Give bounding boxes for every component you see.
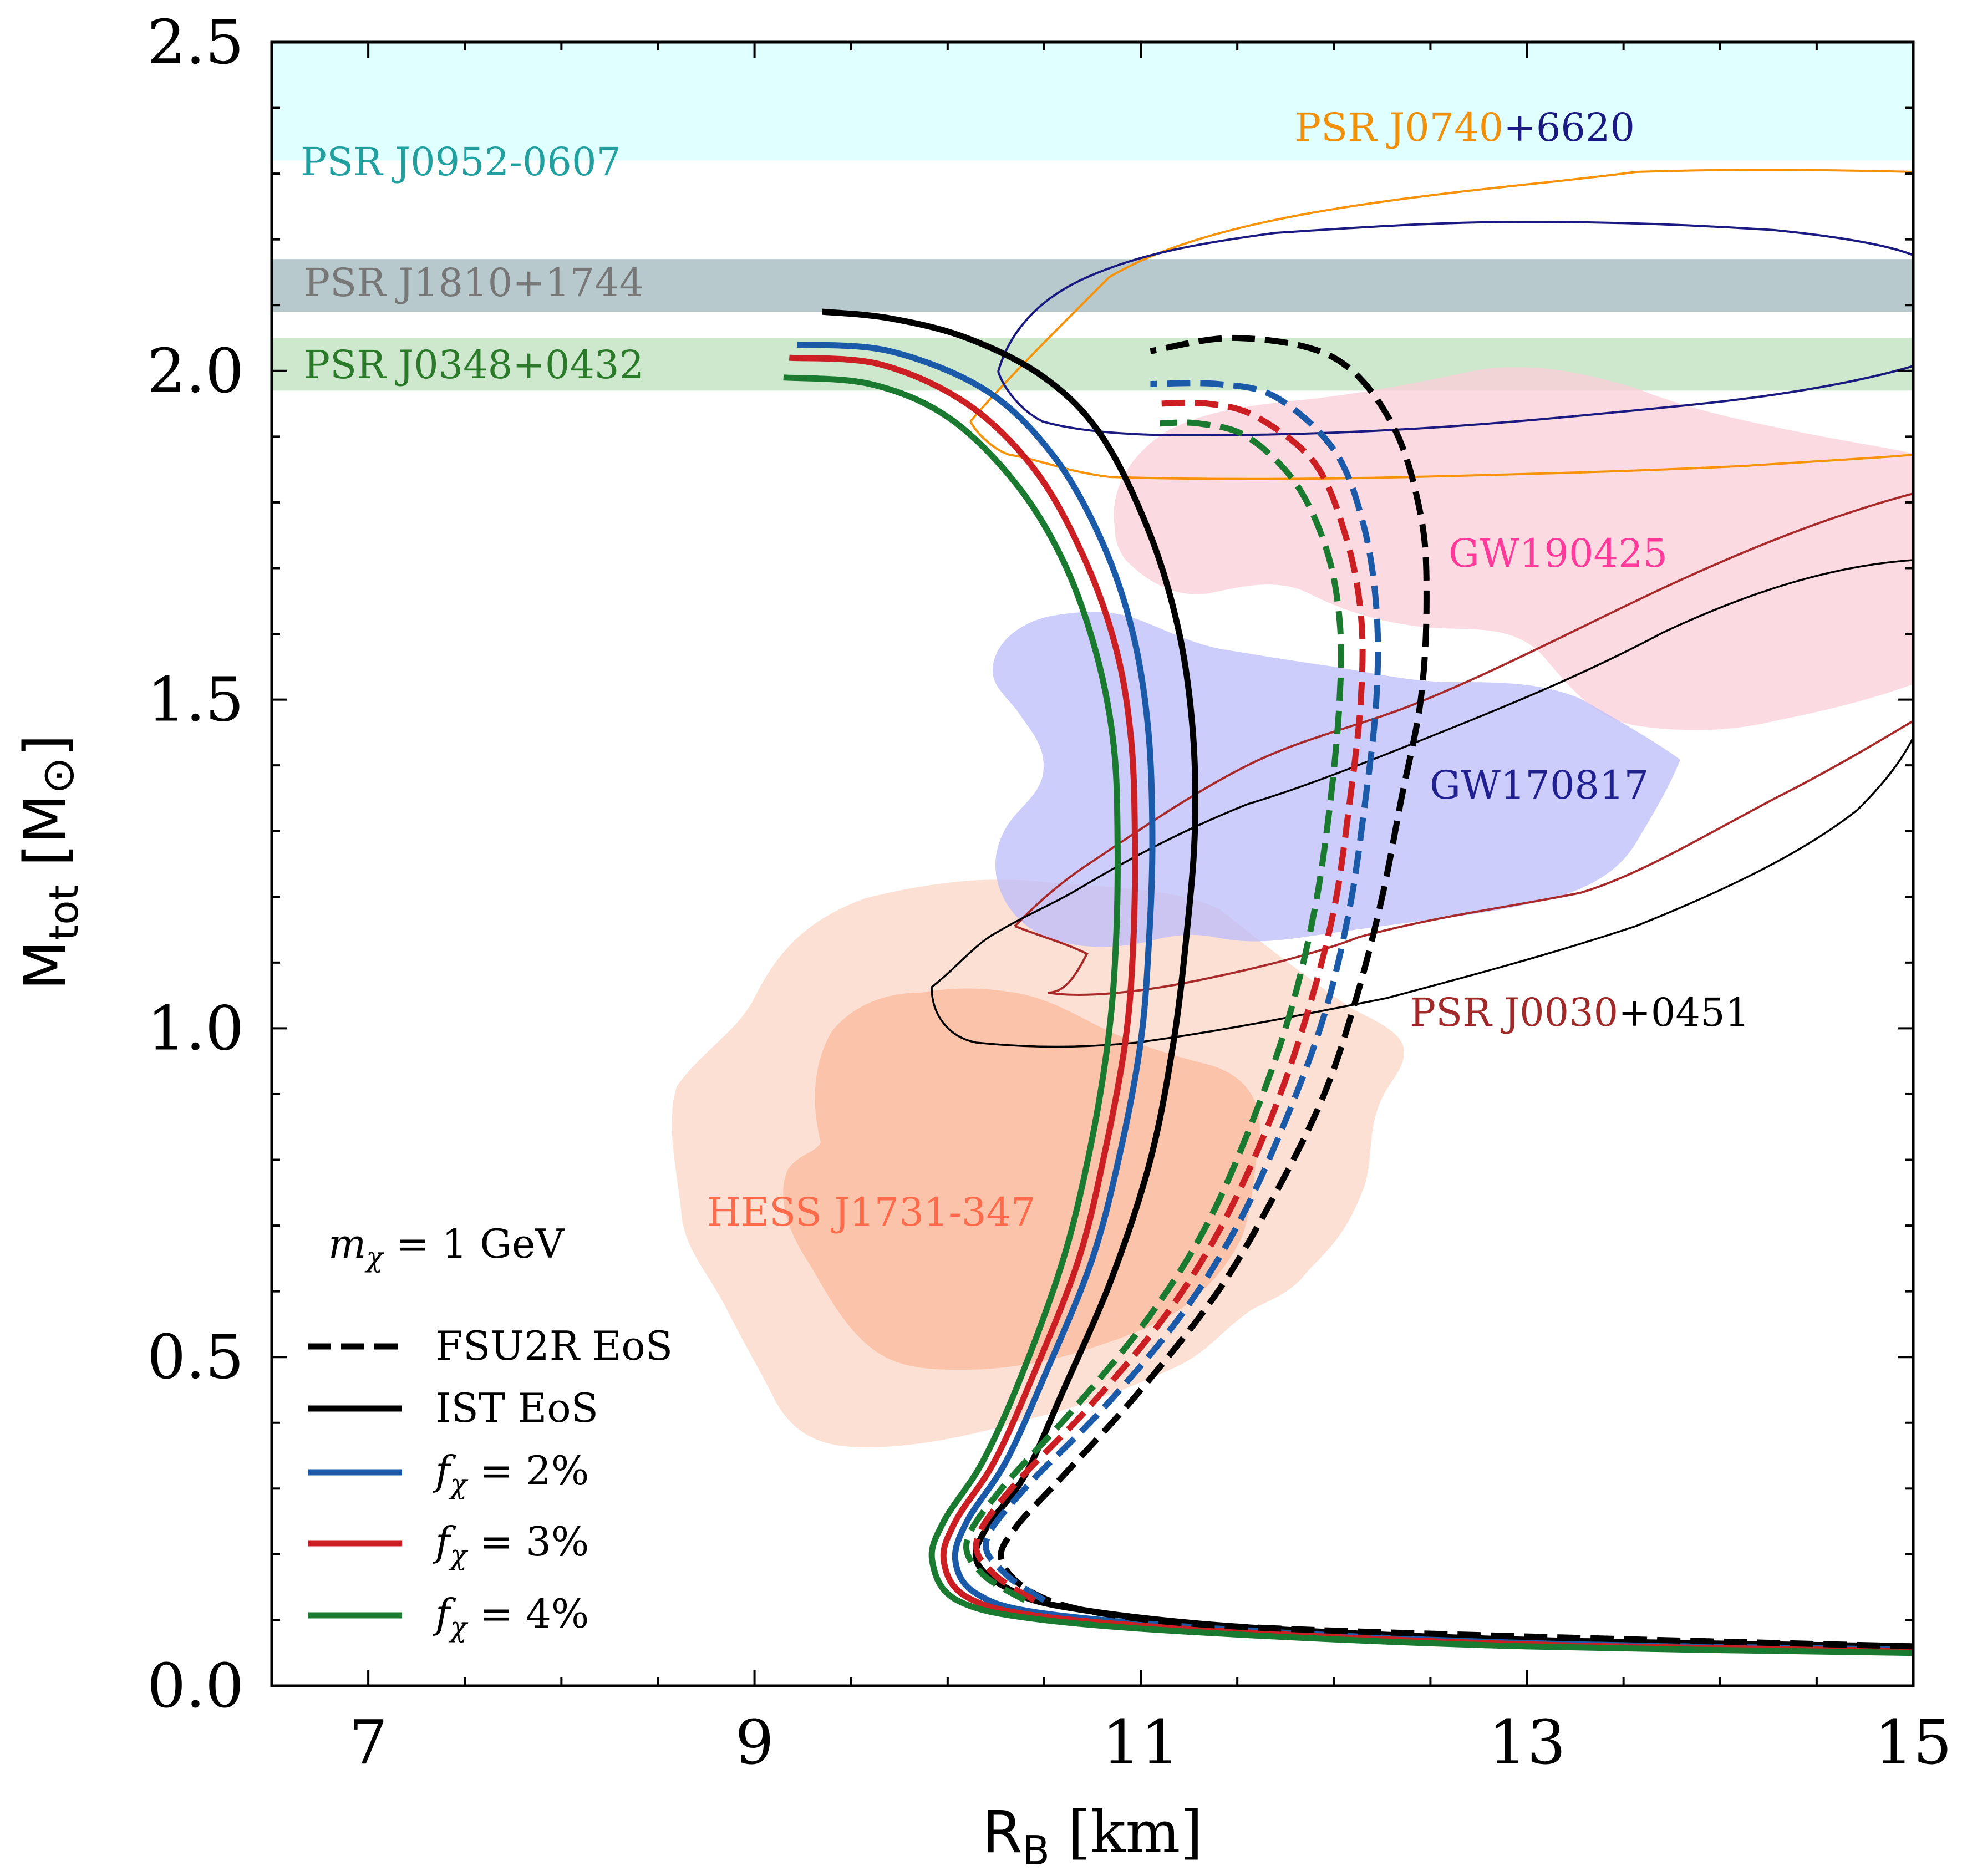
legend-label-f3: fχ = 3% bbox=[433, 1518, 589, 1571]
label-gw170817: GW170817 bbox=[1430, 762, 1649, 808]
legend-label-ist: IST EoS bbox=[435, 1385, 598, 1431]
y-tick-label: 1.5 bbox=[147, 664, 244, 735]
mr-curve-3 bbox=[783, 374, 1913, 1656]
x-tick-labels: 7 9 11 13 15 bbox=[349, 1707, 1952, 1778]
psr-j0740-orange-contour bbox=[969, 169, 1913, 480]
mr-curve-4 bbox=[998, 334, 1913, 1650]
label-psr-j0348: PSR J0348+0432 bbox=[304, 342, 644, 388]
legend-label-fsu2r: FSU2R EoS bbox=[435, 1323, 673, 1369]
label-hess-j1731: HESS J1731-347 bbox=[707, 1189, 1036, 1235]
band-psr-j0348 bbox=[272, 338, 1913, 391]
y-tick-labels: 0.0 0.5 1.0 1.5 2.0 2.5 bbox=[147, 7, 244, 1721]
mr-curve-7 bbox=[963, 419, 1344, 1603]
label-gw190425: GW190425 bbox=[1448, 531, 1668, 576]
psr-j0030-black-contour bbox=[931, 559, 1913, 1048]
gw170817-region bbox=[993, 612, 1680, 947]
x-tick-label: 11 bbox=[1102, 1707, 1180, 1778]
y-tick-label: 0.5 bbox=[147, 1321, 244, 1392]
x-axis-title: RB [km] bbox=[982, 1798, 1203, 1874]
label-psr-j1810: PSR J1810+1744 bbox=[304, 260, 644, 306]
hess-j1731-inner-region bbox=[783, 988, 1260, 1370]
legend: FSU2R EoS IST EoS fχ = 2% fχ = 3% fχ = 4… bbox=[308, 1323, 673, 1643]
plot-frame bbox=[270, 40, 1915, 1687]
legend-label-f2: fχ = 2% bbox=[433, 1447, 589, 1500]
label-psr-j0740: PSR J0740+6620 bbox=[1295, 105, 1635, 150]
mr-curve-6 bbox=[973, 399, 1366, 1603]
band-psr-j0952 bbox=[272, 42, 1913, 161]
y-tick-label: 2.0 bbox=[147, 335, 244, 406]
band-psr-j1810 bbox=[272, 259, 1913, 312]
psr-j0030-red-contour bbox=[1014, 492, 1913, 996]
x-tick-label: 7 bbox=[349, 1707, 388, 1778]
y-tick-label: 1.0 bbox=[147, 993, 244, 1064]
x-tick-label: 13 bbox=[1488, 1707, 1566, 1778]
x-tick-label: 9 bbox=[735, 1707, 774, 1778]
mass-bands bbox=[272, 42, 1913, 391]
y-tick-label: 2.5 bbox=[147, 7, 244, 78]
label-psr-j0952: PSR J0952-0607 bbox=[301, 139, 621, 185]
y-tick-label: 0.0 bbox=[147, 1650, 244, 1721]
legend-label-f4: fχ = 4% bbox=[433, 1590, 589, 1643]
x-tick-label: 15 bbox=[1874, 1707, 1952, 1778]
axis-ticks bbox=[271, 41, 1914, 1687]
y-axis-title: Mtot [M⊙] bbox=[12, 734, 87, 990]
mr-curve-5 bbox=[983, 380, 1381, 1603]
dm-mass-annotation: mχ = 1 GeV bbox=[328, 1221, 566, 1273]
curves-layer bbox=[783, 308, 1913, 1656]
label-psr-j0030: PSR J0030+0451 bbox=[1410, 990, 1750, 1035]
